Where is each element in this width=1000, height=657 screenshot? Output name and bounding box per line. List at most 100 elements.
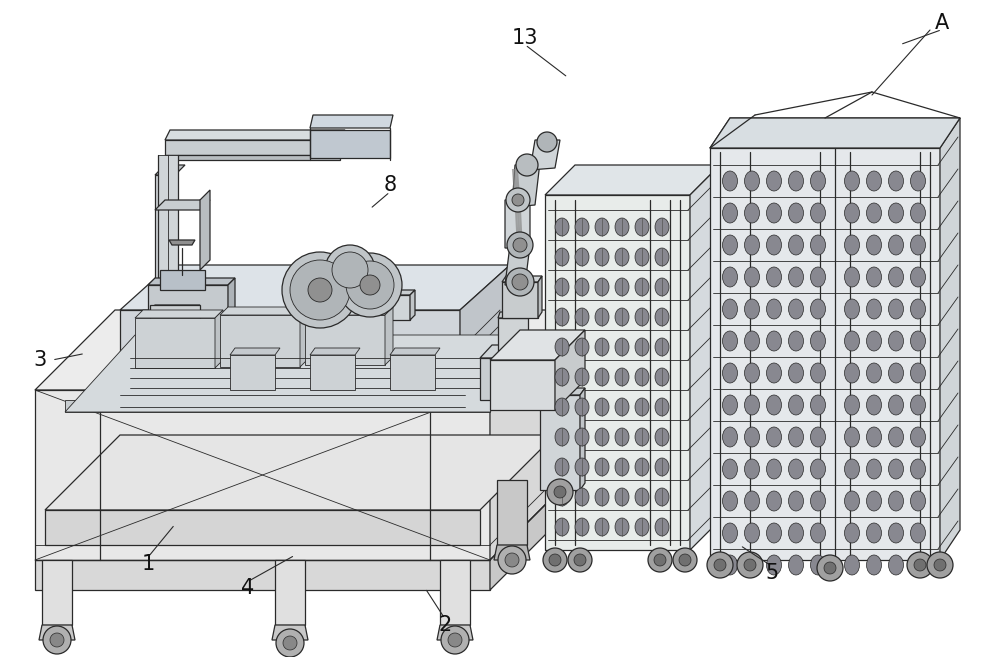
Circle shape xyxy=(498,546,526,574)
Ellipse shape xyxy=(575,218,589,236)
Ellipse shape xyxy=(844,235,860,255)
Polygon shape xyxy=(295,290,415,295)
Polygon shape xyxy=(272,625,308,640)
Ellipse shape xyxy=(810,331,826,351)
Ellipse shape xyxy=(767,395,782,415)
Ellipse shape xyxy=(575,488,589,506)
Ellipse shape xyxy=(555,518,569,536)
Polygon shape xyxy=(410,290,415,320)
Polygon shape xyxy=(120,265,510,310)
Polygon shape xyxy=(148,285,228,315)
Polygon shape xyxy=(690,165,720,550)
Polygon shape xyxy=(940,118,960,560)
Polygon shape xyxy=(555,330,585,410)
Polygon shape xyxy=(35,310,570,390)
Circle shape xyxy=(824,562,836,574)
Circle shape xyxy=(537,132,557,152)
Ellipse shape xyxy=(889,459,904,479)
Ellipse shape xyxy=(866,363,882,383)
Text: 2: 2 xyxy=(438,616,452,635)
Ellipse shape xyxy=(615,218,629,236)
Polygon shape xyxy=(480,345,572,358)
Circle shape xyxy=(927,552,953,578)
Ellipse shape xyxy=(910,363,926,383)
Ellipse shape xyxy=(615,398,629,416)
Ellipse shape xyxy=(810,555,826,575)
Ellipse shape xyxy=(635,248,649,266)
Ellipse shape xyxy=(889,395,904,415)
Ellipse shape xyxy=(767,363,782,383)
Circle shape xyxy=(332,252,368,288)
Ellipse shape xyxy=(910,395,926,415)
Polygon shape xyxy=(45,510,480,545)
Circle shape xyxy=(679,554,691,566)
Ellipse shape xyxy=(722,395,738,415)
Polygon shape xyxy=(580,388,585,490)
Circle shape xyxy=(516,154,538,176)
Ellipse shape xyxy=(555,458,569,476)
Ellipse shape xyxy=(844,267,860,287)
Circle shape xyxy=(648,548,672,572)
Ellipse shape xyxy=(655,488,669,506)
Polygon shape xyxy=(505,196,530,248)
Ellipse shape xyxy=(767,459,782,479)
Circle shape xyxy=(744,559,756,571)
Ellipse shape xyxy=(810,363,826,383)
Ellipse shape xyxy=(655,278,669,296)
Ellipse shape xyxy=(866,171,882,191)
Ellipse shape xyxy=(722,171,738,191)
Ellipse shape xyxy=(635,518,649,536)
Circle shape xyxy=(512,194,524,206)
Circle shape xyxy=(505,553,519,567)
Ellipse shape xyxy=(910,267,926,287)
Ellipse shape xyxy=(595,458,609,476)
Polygon shape xyxy=(385,307,393,365)
Circle shape xyxy=(817,555,843,581)
Ellipse shape xyxy=(910,555,926,575)
Text: A: A xyxy=(935,13,949,33)
Ellipse shape xyxy=(788,171,804,191)
Ellipse shape xyxy=(615,488,629,506)
Polygon shape xyxy=(494,545,530,560)
Circle shape xyxy=(448,633,462,647)
Ellipse shape xyxy=(635,308,649,326)
Polygon shape xyxy=(42,560,72,625)
Ellipse shape xyxy=(595,218,609,236)
Ellipse shape xyxy=(575,428,589,446)
Circle shape xyxy=(934,559,946,571)
Ellipse shape xyxy=(655,518,669,536)
Ellipse shape xyxy=(655,428,669,446)
Polygon shape xyxy=(39,625,75,640)
Polygon shape xyxy=(490,330,585,360)
Polygon shape xyxy=(65,400,490,412)
Polygon shape xyxy=(310,130,390,158)
Ellipse shape xyxy=(866,235,882,255)
Ellipse shape xyxy=(744,523,760,543)
Ellipse shape xyxy=(844,523,860,543)
Ellipse shape xyxy=(744,299,760,319)
Ellipse shape xyxy=(788,523,804,543)
Ellipse shape xyxy=(575,248,589,266)
Ellipse shape xyxy=(555,488,569,506)
Ellipse shape xyxy=(844,555,860,575)
Ellipse shape xyxy=(889,555,904,575)
Ellipse shape xyxy=(722,299,738,319)
Polygon shape xyxy=(460,265,510,385)
Ellipse shape xyxy=(555,278,569,296)
Ellipse shape xyxy=(767,267,782,287)
Circle shape xyxy=(506,188,530,212)
Ellipse shape xyxy=(722,523,738,543)
Ellipse shape xyxy=(575,308,589,326)
Circle shape xyxy=(308,278,332,302)
Ellipse shape xyxy=(889,427,904,447)
Polygon shape xyxy=(148,278,235,285)
Ellipse shape xyxy=(889,491,904,511)
Ellipse shape xyxy=(767,491,782,511)
Ellipse shape xyxy=(810,203,826,223)
Ellipse shape xyxy=(722,203,738,223)
Polygon shape xyxy=(230,355,275,390)
Ellipse shape xyxy=(788,203,804,223)
Polygon shape xyxy=(498,318,528,358)
Polygon shape xyxy=(310,115,393,128)
Ellipse shape xyxy=(788,331,804,351)
